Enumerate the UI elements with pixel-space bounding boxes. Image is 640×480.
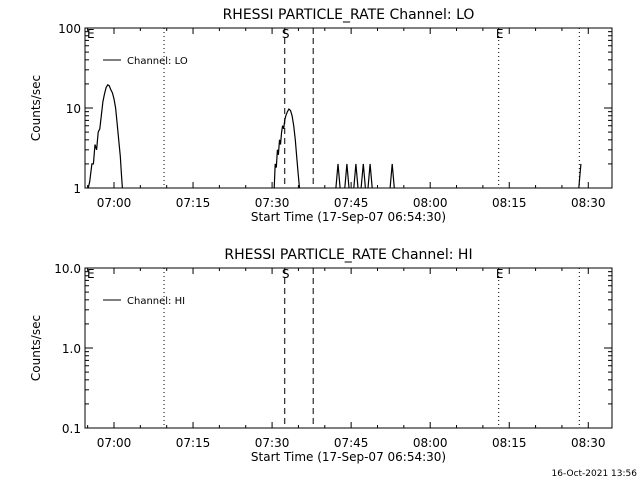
series-line [389,163,395,189]
x-tick-label: 07:45 [334,196,369,210]
chart-title: RHESSI PARTICLE_RATE Channel: LO [223,7,475,23]
marker-label: E [496,27,504,41]
x-tick-label: 08:30 [571,436,606,450]
x-tick-label: 07:15 [176,436,211,450]
x-tick-label: 07:15 [176,196,211,210]
series-line [353,163,359,189]
marker-label: E [87,27,95,41]
y-axis-label: Counts/sec [29,315,43,381]
y-tick-label: 1.0 [62,342,81,356]
x-tick-label: 08:00 [413,196,448,210]
marker-label: E [496,267,504,281]
x-tick-label: 07:30 [255,196,290,210]
x-tick-label: 08:15 [492,436,527,450]
series-line [335,163,341,189]
series-line [344,163,350,189]
x-tick-label: 08:00 [413,436,448,450]
series-line [578,163,582,189]
x-axis-label: Start Time (17-Sep-07 06:54:30) [251,450,446,464]
x-tick-label: 07:00 [97,196,132,210]
footer-timestamp: 16-Oct-2021 13:56 [552,469,638,479]
marker-label: S [282,267,290,281]
y-tick-label: 100 [58,22,81,36]
legend-label: Channel: HI [127,296,185,307]
y-tick-label: 10 [66,102,81,116]
x-tick-label: 07:45 [334,436,369,450]
series-line [273,108,301,189]
y-axis-label: Counts/sec [29,75,43,141]
y-tick-label: 10.0 [54,262,81,276]
x-tick-label: 07:00 [97,436,132,450]
x-axis-label: Start Time (17-Sep-07 06:54:30) [251,210,446,224]
x-tick-label: 08:30 [571,196,606,210]
y-tick-label: 1 [73,182,81,196]
marker-label: S [282,27,290,41]
series-line [360,163,366,189]
hi-channel-panel: RHESSI PARTICLE_RATE Channel: HI 07:00 07:… [29,247,613,464]
series-line [87,83,123,189]
y-tick-label: 0.1 [62,422,81,436]
marker-label: E [87,267,95,281]
series-line [367,163,373,189]
lo-channel-panel: RHESSI PARTICLE_RATE Channel: LO 07:00 07:… [29,7,613,224]
legend-label: Channel: LO [127,56,188,67]
x-tick-label: 08:15 [492,196,527,210]
chart-title: RHESSI PARTICLE_RATE Channel: HI [224,247,472,263]
x-tick-label: 07:30 [255,436,290,450]
